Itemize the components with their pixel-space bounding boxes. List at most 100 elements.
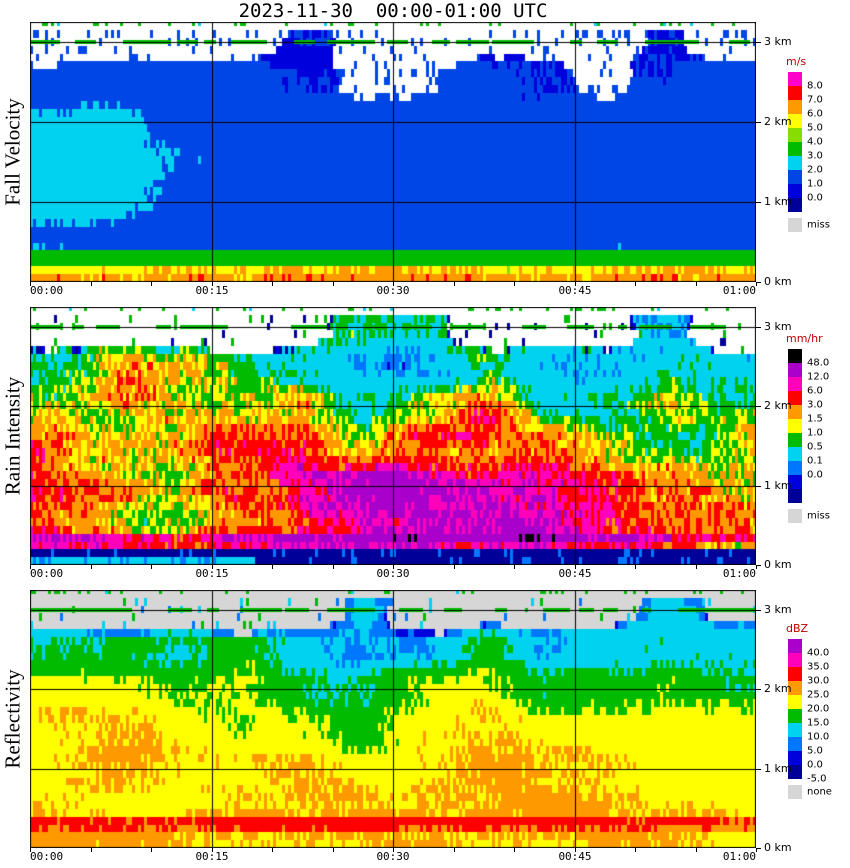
legend-swatch xyxy=(788,128,802,142)
legend-swatch xyxy=(788,489,802,503)
legend-swatch xyxy=(788,349,802,363)
legend-boundary-label: 15.0 xyxy=(807,717,830,729)
legend-boundary-label: 10.0 xyxy=(807,731,830,743)
legend-swatch xyxy=(788,363,802,377)
legend-swatch xyxy=(788,765,802,779)
time-tick-mark xyxy=(756,565,757,569)
legend-swatch xyxy=(788,737,802,751)
chart-title: 2023-11-30 00:00-01:00 UTC xyxy=(238,0,548,22)
heatmap-reflectivity xyxy=(30,590,756,848)
legend-boundary-label: 1.0 xyxy=(807,178,823,190)
legend-swatch xyxy=(788,86,802,100)
legend-boundary-label: 5.0 xyxy=(807,745,823,757)
height-tick-label: 0 km xyxy=(764,841,792,854)
time-tick-label: 00:45 xyxy=(558,284,592,297)
height-tick-label: 1 km xyxy=(764,195,792,208)
time-tick-label: 00:00 xyxy=(30,850,64,863)
time-tick-label: 00:00 xyxy=(30,284,64,297)
time-tick-label: 00:00 xyxy=(30,567,64,580)
height-tick-mark xyxy=(756,122,761,123)
height-tick-mark xyxy=(756,282,761,283)
height-tick-label: 3 km xyxy=(764,320,792,333)
legend-boundary-label: 0.1 xyxy=(807,455,823,467)
legend-swatch xyxy=(788,114,802,128)
legend-swatch xyxy=(788,156,802,170)
y-axis-label-reflectivity: Reflectivity xyxy=(0,669,25,769)
legend-boundary-label: 7.0 xyxy=(807,94,823,106)
time-tick-mark xyxy=(514,282,515,286)
legend-boundary-label: 0.5 xyxy=(807,441,823,453)
legend-swatch xyxy=(788,433,802,447)
time-tick-mark xyxy=(212,848,213,852)
legend-boundary-label: 30.0 xyxy=(807,675,830,687)
colorbar-unit-label: mm/hr xyxy=(786,332,823,345)
time-tick-mark xyxy=(575,282,576,286)
height-tick-label: 3 km xyxy=(764,35,792,48)
height-tick-mark xyxy=(756,42,761,43)
height-tick-mark xyxy=(756,406,761,407)
time-tick-label: 00:15 xyxy=(195,284,229,297)
legend-swatch xyxy=(788,475,802,489)
y-axis-label-fall-velocity: Fall Velocity xyxy=(0,98,25,206)
colorbar-unit-label: m/s xyxy=(786,55,807,68)
time-tick-mark xyxy=(696,282,697,286)
height-tick-label: 2 km xyxy=(764,399,792,412)
time-tick-mark xyxy=(696,848,697,852)
height-tick-mark xyxy=(756,848,761,849)
height-tick-mark xyxy=(756,610,761,611)
legend-boundary-label: 12.0 xyxy=(807,371,830,383)
height-tick-label: 2 km xyxy=(764,682,792,695)
height-tick-label: 1 km xyxy=(764,479,792,492)
height-tick-mark xyxy=(756,565,761,566)
legend-swatch xyxy=(788,695,802,709)
legend-boundary-label: 35.0 xyxy=(807,661,830,673)
height-tick-mark xyxy=(756,769,761,770)
legend-swatch xyxy=(788,405,802,419)
height-tick-label: 2 km xyxy=(764,115,792,128)
legend-boundary-label: 3.0 xyxy=(807,399,823,411)
legend-missing-label: miss xyxy=(807,219,830,231)
time-tick-label: 01:00 xyxy=(722,284,756,297)
legend-swatch xyxy=(788,391,802,405)
time-tick-mark xyxy=(393,565,394,569)
time-tick-mark xyxy=(272,848,273,852)
legend-boundary-label: 3.0 xyxy=(807,150,823,162)
height-tick-mark xyxy=(756,689,761,690)
time-tick-mark xyxy=(212,282,213,286)
legend-swatch xyxy=(788,681,802,695)
time-tick-mark xyxy=(151,282,152,286)
legend-boundary-label: 6.0 xyxy=(807,385,823,397)
time-tick-mark xyxy=(151,848,152,852)
time-tick-mark xyxy=(333,282,334,286)
time-tick-label: 00:15 xyxy=(195,850,229,863)
heatmap-fall-velocity xyxy=(30,22,756,282)
time-tick-mark xyxy=(575,848,576,852)
legend-swatch xyxy=(788,723,802,737)
legend-missing-label: miss xyxy=(807,510,830,522)
time-tick-mark xyxy=(696,565,697,569)
legend-missing-label: none xyxy=(807,786,832,798)
colorbar-unit-label: dBZ xyxy=(786,622,809,635)
legend-swatch xyxy=(788,709,802,723)
legend-swatch xyxy=(788,461,802,475)
legend-boundary-label: 2.0 xyxy=(807,164,823,176)
height-tick-mark xyxy=(756,202,761,203)
height-tick-mark xyxy=(756,486,761,487)
legend-boundary-label: 20.0 xyxy=(807,703,830,715)
time-tick-mark xyxy=(91,848,92,852)
time-tick-mark xyxy=(30,282,31,286)
time-tick-label: 01:00 xyxy=(722,850,756,863)
legend-boundary-label: 25.0 xyxy=(807,689,830,701)
time-tick-label: 00:30 xyxy=(376,567,410,580)
time-tick-mark xyxy=(756,282,757,286)
legend-boundary-label: 5.0 xyxy=(807,122,823,134)
legend-swatch xyxy=(788,170,802,184)
time-tick-mark xyxy=(454,565,455,569)
time-tick-mark xyxy=(333,848,334,852)
time-tick-mark xyxy=(333,565,334,569)
time-tick-mark xyxy=(756,848,757,852)
legend-swatch xyxy=(788,377,802,391)
time-tick-label: 00:30 xyxy=(376,850,410,863)
legend-boundary-label: 0.0 xyxy=(807,469,823,481)
